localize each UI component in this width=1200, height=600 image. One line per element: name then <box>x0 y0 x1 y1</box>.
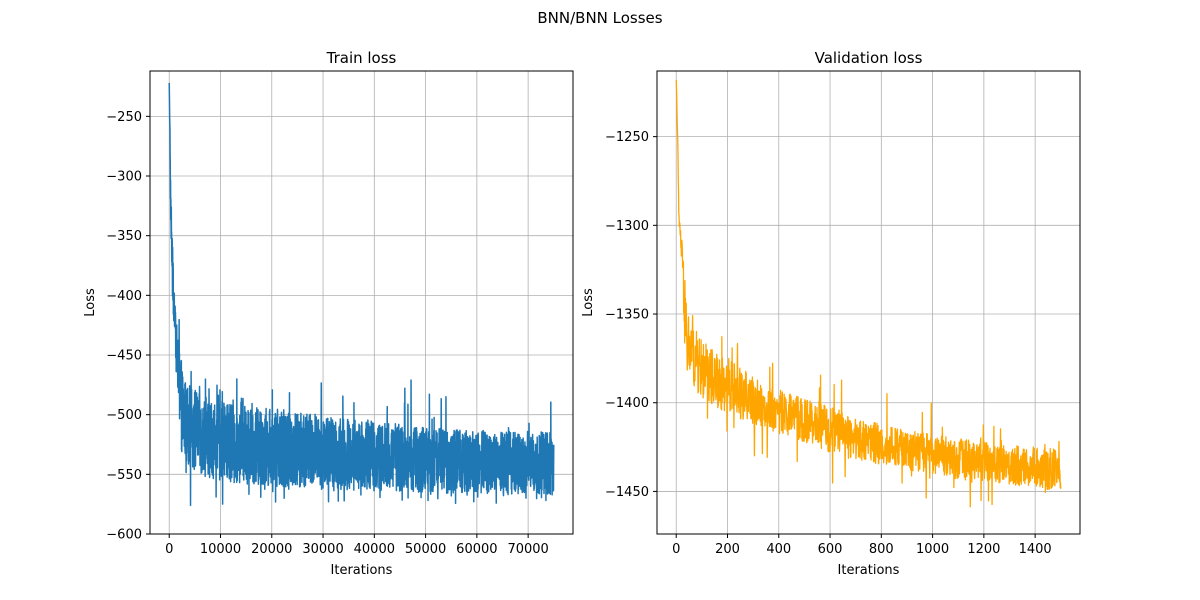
train-x-tick-label: 20000 <box>251 542 292 557</box>
train-axes-frame <box>149 70 574 535</box>
validation-x-tick-label: 1000 <box>916 542 949 557</box>
validation-x-tick-label: 400 <box>766 542 791 557</box>
validation-y-tick-label: −1350 <box>605 308 649 323</box>
figure-title: BNN/BNN Losses <box>537 9 662 27</box>
train-x-tick-label: 60000 <box>456 542 497 557</box>
validation-x-axis-label: Iterations <box>838 563 900 578</box>
train-y-tick-label: −600 <box>106 528 142 543</box>
train-y-axis-label: Loss <box>83 288 98 317</box>
validation-loss-title: Validation loss <box>815 49 923 67</box>
train-loss-title: Train loss <box>326 49 397 67</box>
validation-axes-frame <box>656 70 1081 535</box>
validation-loss-series-line <box>675 79 1062 508</box>
train-x-tick-label: 40000 <box>354 542 395 557</box>
validation-loss-plot: 0 200 400 600 800 1000 1200 1400 −1450 −1400 −1350… <box>581 49 1081 578</box>
train-y-tick-label: −450 <box>106 349 142 364</box>
train-loss-plot: 0 10000 20000 30000 40000 50000 60000 70000 −600… <box>83 49 574 578</box>
train-x-tick-label: 50000 <box>405 542 446 557</box>
validation-x-tick-label: 800 <box>869 542 894 557</box>
validation-x-tick-label: 0 <box>672 542 680 557</box>
validation-x-tick-label: 600 <box>818 542 843 557</box>
validation-x-tick-label: 1400 <box>1019 542 1052 557</box>
validation-y-axis-label: Loss <box>581 288 596 317</box>
train-x-axis-label: Iterations <box>331 563 393 578</box>
train-x-tick-label: 30000 <box>302 542 343 557</box>
train-loss-series-line <box>168 82 555 507</box>
validation-y-tick-label: −1450 <box>605 485 649 500</box>
train-x-tick-label: 10000 <box>200 542 241 557</box>
train-y-tick-label: −250 <box>106 110 142 125</box>
validation-y-tick-label: −1250 <box>605 130 649 145</box>
validation-y-tick-label: −1400 <box>605 396 649 411</box>
train-x-tick-label: 0 <box>165 542 173 557</box>
train-y-tick-label: −300 <box>106 170 142 185</box>
train-y-tick-label: −550 <box>106 468 142 483</box>
validation-y-tick-label: −1300 <box>605 219 649 234</box>
validation-x-tick-label: 1200 <box>967 542 1000 557</box>
validation-x-tick-label: 200 <box>715 542 740 557</box>
train-y-tick-label: −500 <box>106 408 142 423</box>
train-y-tick-label: −400 <box>106 289 142 304</box>
train-x-tick-label: 70000 <box>507 542 548 557</box>
train-y-tick-label: −350 <box>106 229 142 244</box>
